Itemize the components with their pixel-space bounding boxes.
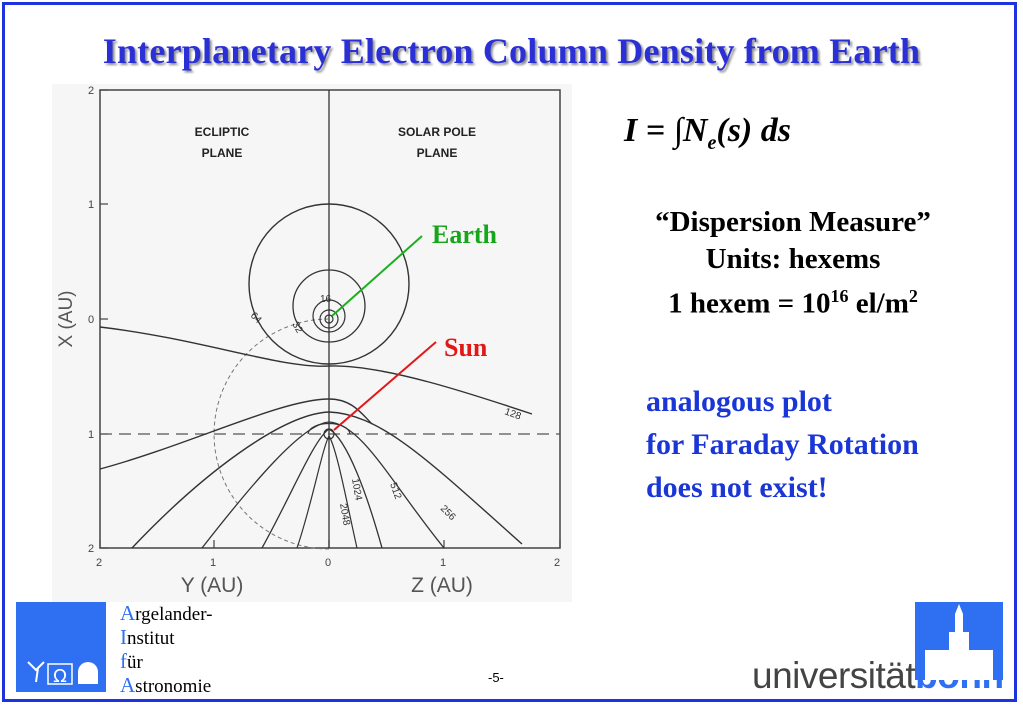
university-bonn-building-icon — [915, 602, 1003, 680]
dispersion-units: Units: hexems — [705, 243, 881, 275]
formula-lhs: I = — [624, 112, 666, 149]
dispersion-title: “Dispersion Measure” — [655, 206, 931, 238]
page-number: -5- — [488, 670, 504, 685]
aifa-line: Institut — [120, 625, 175, 649]
aifa-line: für — [120, 649, 143, 673]
formula-rest: (s) ds — [716, 112, 791, 149]
contour-64-circle — [248, 203, 410, 365]
contour-label-2048: 2048 — [337, 503, 352, 527]
earth-pointer-line — [331, 235, 423, 317]
contour-label-32: 32 — [289, 320, 304, 336]
sun-pointer-line — [333, 341, 437, 431]
y-tick: 1 — [88, 429, 94, 441]
contour-256 — [131, 411, 523, 549]
x-tick: 0 — [325, 557, 331, 569]
contour-128-upper — [99, 326, 533, 415]
solar-pole-label-2: PLANE — [417, 146, 458, 160]
omega-symbol: Ω — [53, 666, 67, 687]
dispersion-measure-block: “Dispersion Measure” Units: hexems 1 hex… — [598, 204, 988, 323]
contour-512 — [201, 421, 445, 549]
x-axis-label-left: Y (AU) — [181, 574, 244, 597]
contour-32-circle — [292, 269, 366, 343]
earth-marker — [324, 314, 334, 324]
ecliptic-label-2: PLANE — [202, 146, 243, 160]
y-axis-label: X (AU) — [56, 291, 77, 348]
column-density-formula: I = ∫Ne(s) ds — [624, 112, 791, 155]
note-line: for Faraday Rotation — [646, 428, 919, 461]
hexem-definition: 1 hexem = 1016 el/m2 — [668, 286, 918, 320]
y-tick: 2 — [88, 85, 94, 97]
aifa-symbols-icon: Ω — [27, 661, 98, 687]
formula-subscript: e — [707, 131, 717, 154]
x-tick: 1 — [210, 557, 216, 569]
x-tick: 1 — [440, 557, 446, 569]
earth-label: Earth — [432, 220, 497, 249]
aifa-line: Argelander- — [120, 601, 213, 625]
note-line: analogous plot — [646, 385, 832, 418]
aifa-logo: Ω — [16, 602, 106, 692]
contour-label-16: 16 — [320, 294, 332, 305]
slide-title: Interplanetary Electron Column Density f… — [102, 31, 921, 71]
contour-inner-circle — [319, 309, 339, 329]
solar-pole-label-1: SOLAR POLE — [398, 125, 476, 139]
formula-integral: ∫N — [673, 112, 708, 149]
aifa-line: Astronomie — [120, 673, 212, 697]
y-tick: 0 — [88, 314, 94, 326]
x-tick: 2 — [554, 557, 560, 569]
contour-2048 — [296, 434, 358, 549]
plot-background — [52, 84, 572, 602]
contour-label-1024: 1024 — [349, 478, 364, 502]
sun-label: Sun — [444, 333, 488, 362]
y-tick: 1 — [88, 199, 94, 211]
contour-16-circle — [312, 299, 346, 333]
aifa-name: Argelander- Institut für Astronomie — [120, 602, 213, 698]
x-axis-label-right: Z (AU) — [411, 574, 473, 597]
electron-density-contour-plot: ECLIPTIC PLANE SOLAR POLE PLANE X (AU) Y… — [52, 84, 572, 602]
faraday-note: analogous plot for Faraday Rotation does… — [646, 380, 919, 509]
ecliptic-label-1: ECLIPTIC — [195, 125, 250, 139]
y-tick: 2 — [88, 543, 94, 555]
x-tick: 2 — [96, 557, 102, 569]
note-line: does not exist! — [646, 471, 828, 504]
contour-1024 — [261, 428, 383, 549]
